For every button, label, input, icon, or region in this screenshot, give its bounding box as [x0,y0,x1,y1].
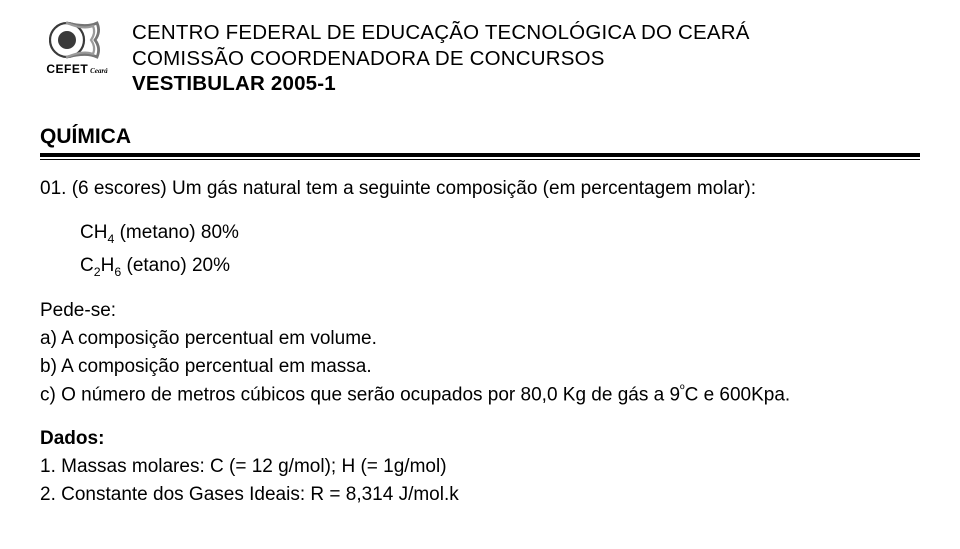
header-line-3: VESTIBULAR 2005-1 [132,71,750,97]
formula-methane: CH4 (metano) 80% [80,220,920,247]
header-line-2: COMISSÃO COORDENADORA DE CONCURSOS [132,46,750,72]
thick-rule [40,153,920,157]
section-title: QUÍMICA [40,125,920,149]
question-content: 01. (6 escores) Um gás natural tem a seg… [40,176,920,507]
logo-caption: CEFET Ceará [46,62,107,76]
logo-main-text: CEFET [46,62,88,76]
thin-rule [40,159,920,160]
formula-ethane: C2H6 (etano) 20% [80,253,920,280]
pede-se-label: Pede-se: [40,298,920,324]
question-intro: 01. (6 escores) Um gás natural tem a seg… [40,176,920,202]
option-c: c) O número de metros cúbicos que serão … [40,381,920,408]
institution-logo: CEFET Ceará [40,20,114,76]
dado-1: 1. Massas molares: C (= 12 g/mol); H (= … [40,454,920,480]
dado-2: 2. Constante dos Gases Ideais: R = 8,314… [40,482,920,508]
question-number: 01. (6 escores) [40,178,172,199]
document-header: CEFET Ceará CENTRO FEDERAL DE EDUCAÇÃO T… [40,20,920,97]
option-a: a) A composição percentual em volume. [40,326,920,352]
header-text-block: CENTRO FEDERAL DE EDUCAÇÃO TECNOLÓGICA D… [132,20,750,97]
dados-label: Dados: [40,426,920,452]
cefet-logo-icon [49,20,105,60]
logo-sub-text: Ceará [90,67,108,75]
option-b: b) A composição percentual em massa. [40,354,920,380]
question-text: Um gás natural tem a seguinte composição… [172,178,756,199]
header-line-1: CENTRO FEDERAL DE EDUCAÇÃO TECNOLÓGICA D… [132,20,750,46]
